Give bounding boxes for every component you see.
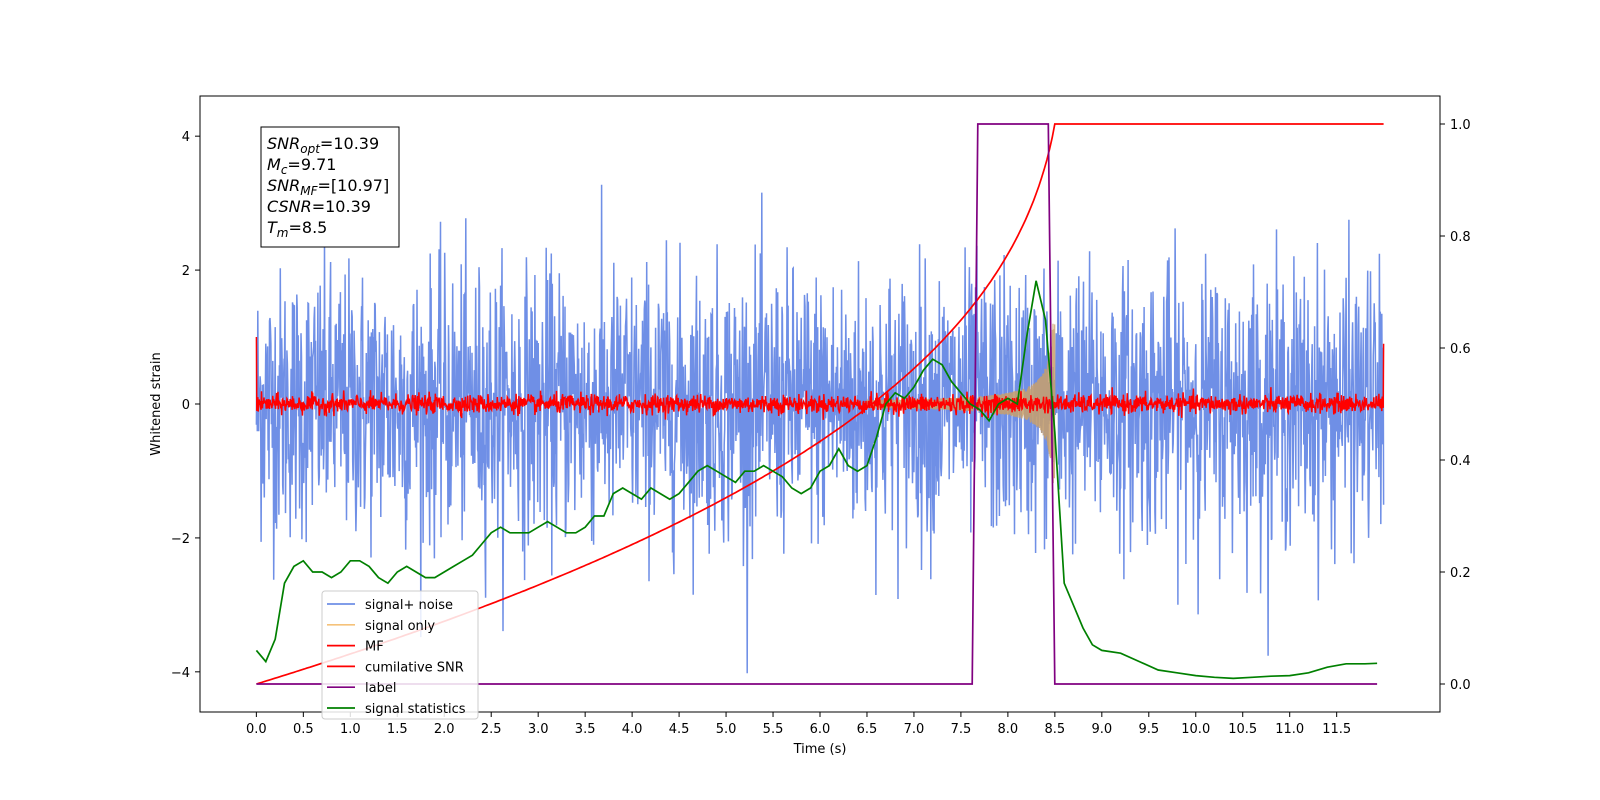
x-tick-label: 3.5 — [575, 722, 596, 737]
x-tick-label: 9.5 — [1138, 722, 1159, 737]
y-tick-label: −2 — [171, 532, 190, 547]
series-signal-noise — [255, 184, 1385, 674]
legend-entry: signal statistics — [365, 702, 466, 717]
legend-entry: cumilative SNR — [365, 660, 464, 675]
y-axis-left: 4 2 0 −2 −4 — [171, 130, 200, 681]
legend-entry: signal+ noise — [365, 598, 453, 613]
x-tick-label: 6.5 — [857, 722, 878, 737]
series-label — [256, 123, 1378, 685]
series-mf — [255, 336, 1385, 420]
x-tick-label: 5.0 — [716, 722, 737, 737]
annotation-line: SNRMF=[10.97] — [267, 176, 389, 198]
x-tick-label: 10.5 — [1228, 722, 1257, 737]
x-tick-label: 2.5 — [481, 722, 502, 737]
x-tick-label: 2.0 — [434, 722, 455, 737]
y-axis-label: Whitened strain — [149, 352, 164, 455]
x-axis: 0.0 0.5 1.0 1.5 2.0 2.5 3.0 3.5 4.0 4.5 5.0 5.5 6.0 6… — [246, 712, 1351, 737]
legend-entry: MF — [365, 640, 384, 655]
y2-tick-label: 0.8 — [1450, 230, 1471, 245]
annotation-line: Tm=8.5 — [267, 218, 327, 240]
x-tick-label: 7.0 — [904, 722, 925, 737]
x-tick-label: 10.0 — [1181, 722, 1210, 737]
legend: signal+ noise signal only MF cumilative SNR… — [321, 590, 479, 720]
y2-tick-label: 0.2 — [1450, 566, 1471, 581]
y-tick-label: −4 — [171, 666, 190, 681]
x-tick-label: 9.0 — [1091, 722, 1112, 737]
y2-tick-label: 0.6 — [1450, 342, 1471, 357]
x-tick-label: 0.5 — [293, 722, 314, 737]
x-axis-label: Time (s) — [793, 742, 847, 757]
y-tick-label: 2 — [182, 264, 190, 279]
legend-frame — [321, 590, 479, 720]
x-tick-label: 7.5 — [951, 722, 972, 737]
series-signal-statistics — [255, 280, 1378, 680]
y2-tick-label: 0.4 — [1450, 454, 1471, 469]
x-tick-label: 8.0 — [998, 722, 1019, 737]
annotation-line: Mc=9.71 — [267, 155, 336, 177]
x-tick-label: 4.5 — [669, 722, 690, 737]
x-tick-label: 4.0 — [622, 722, 643, 737]
annotation-frame — [260, 126, 400, 248]
x-tick-label: 8.5 — [1045, 722, 1066, 737]
annotation-line: CSNR=10.39 — [267, 197, 371, 216]
y2-tick-label: 1.0 — [1450, 118, 1471, 133]
x-tick-label: 6.0 — [810, 722, 831, 737]
y2-tick-label: 0.0 — [1450, 678, 1471, 693]
y-tick-label: 0 — [182, 398, 190, 413]
y-axis-right: 1.0 0.8 0.6 0.4 0.2 0.0 — [1440, 118, 1471, 693]
annotation-line: SNRopt=10.39 — [267, 134, 379, 156]
x-tick-label: 0.0 — [246, 722, 267, 737]
legend-entry: label — [365, 681, 396, 696]
x-tick-label: 11.0 — [1275, 722, 1304, 737]
x-tick-label: 5.5 — [763, 722, 784, 737]
x-tick-label: 11.5 — [1322, 722, 1351, 737]
stats-annotation-box: SNRopt=10.39Mc=9.71SNRMF=[10.97]CSNR=10.… — [260, 126, 400, 248]
x-tick-label: 3.0 — [528, 722, 549, 737]
x-tick-label: 1.5 — [387, 722, 408, 737]
y-tick-label: 4 — [182, 130, 190, 145]
x-tick-label: 1.0 — [340, 722, 361, 737]
legend-entry: signal only — [365, 619, 435, 634]
